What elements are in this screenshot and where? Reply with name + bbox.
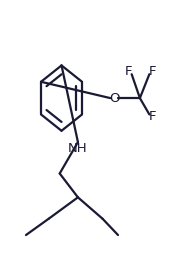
Text: O: O bbox=[109, 92, 120, 105]
Text: F: F bbox=[149, 65, 156, 78]
Text: NH: NH bbox=[68, 142, 88, 155]
Text: F: F bbox=[149, 110, 156, 123]
Text: F: F bbox=[125, 65, 133, 78]
